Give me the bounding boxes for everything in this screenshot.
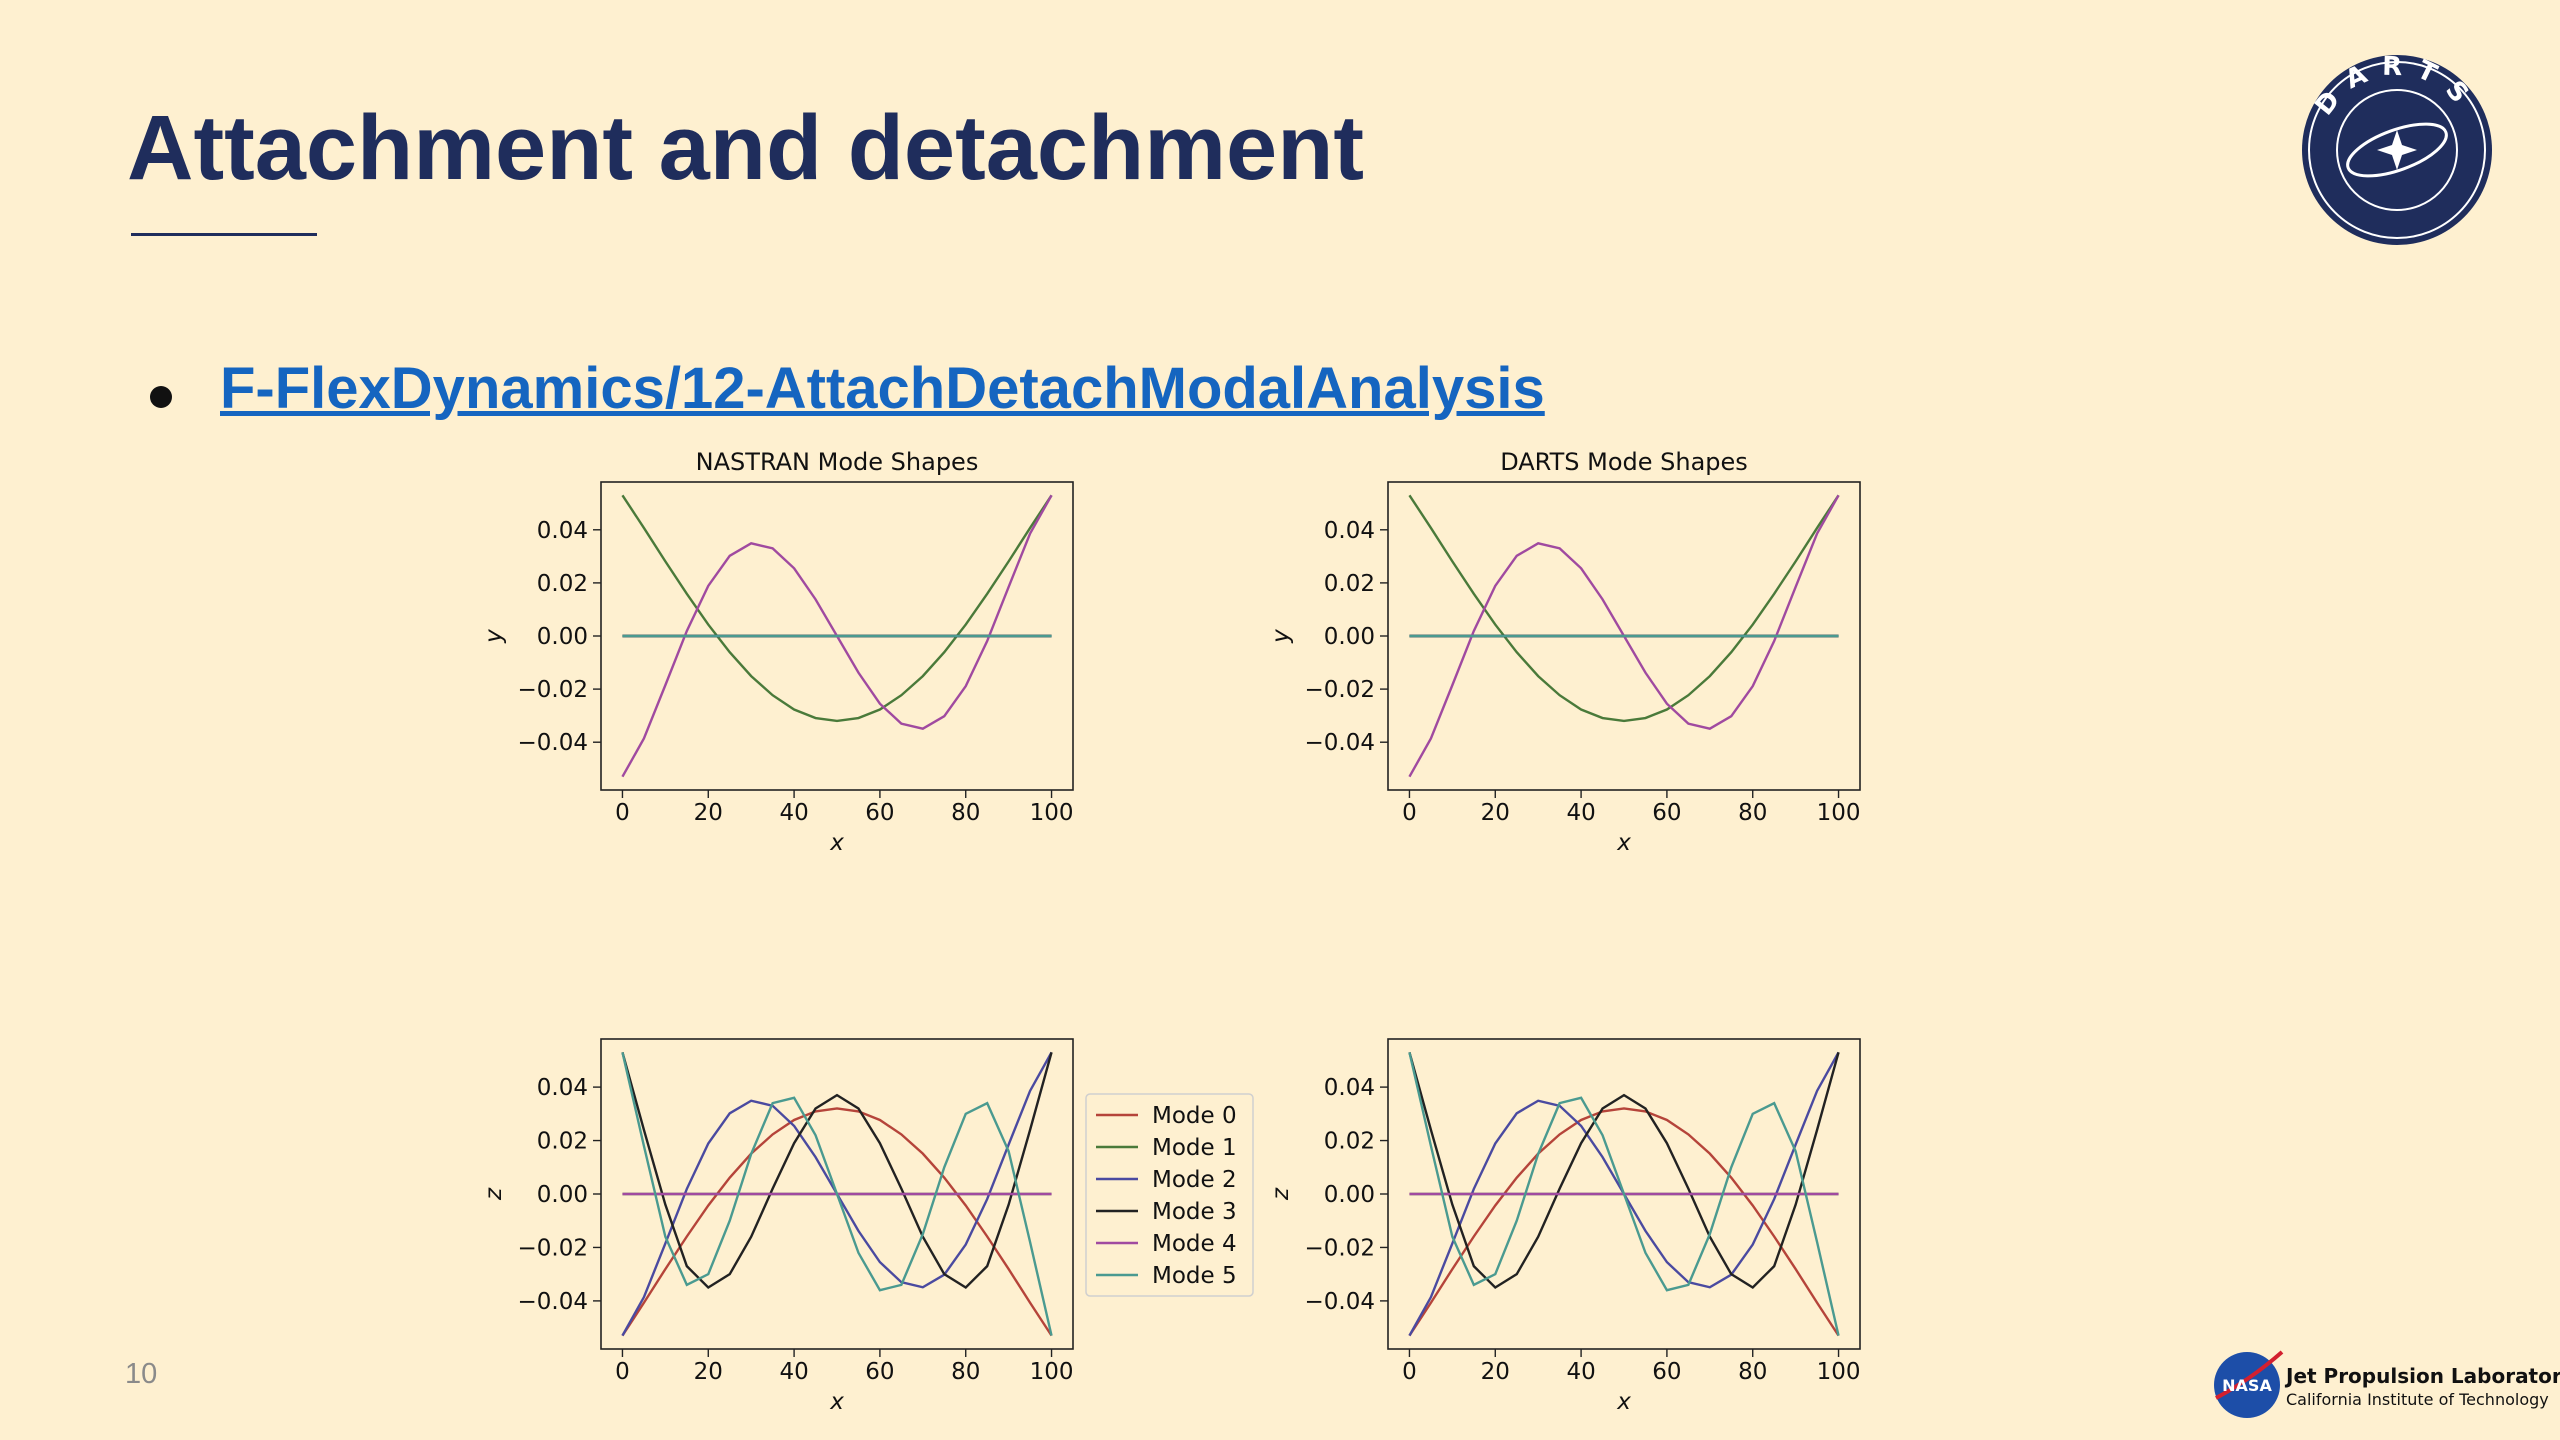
x-tick-label: 40 [1566, 800, 1595, 826]
bullet [150, 386, 172, 408]
y-tick-label: 0.00 [1324, 624, 1375, 650]
legend-label: Mode 0 [1152, 1103, 1237, 1129]
legend-label: Mode 3 [1152, 1199, 1237, 1225]
y-tick-label: −0.02 [518, 677, 588, 703]
y-axis-label: z [1268, 1187, 1294, 1201]
y-tick-label: 0.04 [1324, 1075, 1375, 1101]
chart: NASTRAN Mode Shapes 0 20 40 60 80 100 −0.04 −0.0… [481, 448, 1074, 856]
y-tick-label: −0.02 [1305, 677, 1375, 703]
y-tick-label: 0.02 [1324, 1129, 1375, 1155]
x-tick-label: 20 [694, 800, 723, 826]
x-axis-label: x [829, 1389, 844, 1415]
x-tick-label: 0 [1402, 1359, 1417, 1385]
darts-ring [2308, 61, 2486, 239]
mode-line [621, 1052, 1053, 1336]
x-tick-label: 100 [1817, 800, 1861, 826]
y-tick-label: −0.04 [518, 730, 588, 756]
y-tick-label: 0.00 [1324, 1182, 1375, 1208]
x-tick-label: 40 [1566, 1359, 1595, 1385]
legend-box [1085, 1093, 1254, 1297]
y-tick-label: 0.02 [1324, 571, 1375, 597]
chart: 0 20 40 60 80 100 −0.04 −0.02 0.00 0.02 0.04 x z [1268, 1038, 1861, 1415]
y-axis-label: z [481, 1187, 507, 1201]
mode-line [1408, 1052, 1840, 1290]
mode-line [1408, 494, 1840, 723]
y-tick-label: 0.02 [537, 1129, 588, 1155]
darts-orbit [2346, 122, 2448, 178]
jpl-name: Jet Propulsion Laboratory [2284, 1364, 2560, 1388]
slide-title: Attachment and detachment [127, 97, 1365, 199]
y-tick-label: −0.02 [518, 1235, 588, 1261]
x-tick-label: 20 [694, 1359, 723, 1385]
legend-label: Mode 2 [1152, 1167, 1237, 1193]
x-tick-label: 80 [1738, 1359, 1767, 1385]
x-tick-label: 100 [1030, 1359, 1074, 1385]
x-axis-label: x [829, 830, 844, 856]
x-tick-label: 100 [1030, 800, 1074, 826]
x-axis-label: x [1616, 1389, 1631, 1415]
nasa-vector [2215, 1350, 2284, 1400]
legend-label: Mode 1 [1152, 1135, 1237, 1161]
x-tick-label: 60 [865, 800, 894, 826]
notebook-link[interactable]: F-FlexDynamics/12-AttachDetachModalAnaly… [220, 356, 1545, 421]
y-tick-label: 0.00 [537, 624, 588, 650]
jpl-logo: NASA Jet Propulsion Laboratory Californi… [2214, 1350, 2560, 1418]
x-tick-label: 40 [779, 1359, 808, 1385]
y-tick-label: −0.02 [1305, 1235, 1375, 1261]
y-axis-label: y [481, 629, 507, 644]
y-tick-label: −0.04 [1305, 730, 1375, 756]
x-tick-label: 0 [615, 1359, 630, 1385]
mode-line [1408, 1107, 1840, 1337]
chart: DARTS Mode Shapes 0 20 40 60 80 100 −0.04 −0.02 0… [1268, 448, 1861, 856]
x-tick-label: 80 [1738, 800, 1767, 826]
darts-inner-ring [2336, 89, 2458, 211]
x-tick-label: 0 [615, 800, 630, 826]
mode-line [1408, 1052, 1840, 1336]
jpl-subtitle: California Institute of Technology [2286, 1390, 2549, 1409]
x-tick-label: 0 [1402, 800, 1417, 826]
x-tick-label: 60 [1652, 1359, 1681, 1385]
y-tick-label: 0.04 [537, 1075, 588, 1101]
y-tick-label: 0.04 [537, 518, 588, 544]
nasa-text: NASA [2222, 1376, 2272, 1395]
legend-label: Mode 5 [1152, 1263, 1237, 1289]
y-tick-label: −0.04 [1305, 1289, 1375, 1315]
y-tick-label: −0.04 [518, 1289, 588, 1315]
title-rule [131, 233, 317, 236]
x-tick-label: 20 [1481, 1359, 1510, 1385]
chart: 0 20 40 60 80 100 −0.04 −0.02 0.00 0.02 0.04 x z Mode… [481, 1038, 1254, 1415]
darts-star [2377, 130, 2417, 170]
x-tick-label: 40 [779, 800, 808, 826]
x-tick-label: 20 [1481, 800, 1510, 826]
legend-label: Mode 4 [1152, 1231, 1237, 1257]
chart-title: NASTRAN Mode Shapes [696, 448, 979, 476]
x-axis-label: x [1616, 830, 1631, 856]
x-tick-label: 60 [1652, 800, 1681, 826]
x-tick-label: 60 [865, 1359, 894, 1385]
x-tick-label: 100 [1817, 1359, 1861, 1385]
darts-logo: DARTS [2302, 52, 2492, 245]
mode-line [621, 1107, 1053, 1337]
mode-line [621, 1052, 1053, 1290]
chart-title: DARTS Mode Shapes [1500, 448, 1748, 476]
mode-line [621, 494, 1053, 723]
y-tick-label: 0.04 [1324, 518, 1375, 544]
y-tick-label: 0.00 [537, 1182, 588, 1208]
y-axis-label: y [1268, 629, 1294, 644]
x-tick-label: 80 [951, 1359, 980, 1385]
x-tick-label: 80 [951, 800, 980, 826]
page-number: 10 [125, 1358, 158, 1390]
y-tick-label: 0.02 [537, 571, 588, 597]
